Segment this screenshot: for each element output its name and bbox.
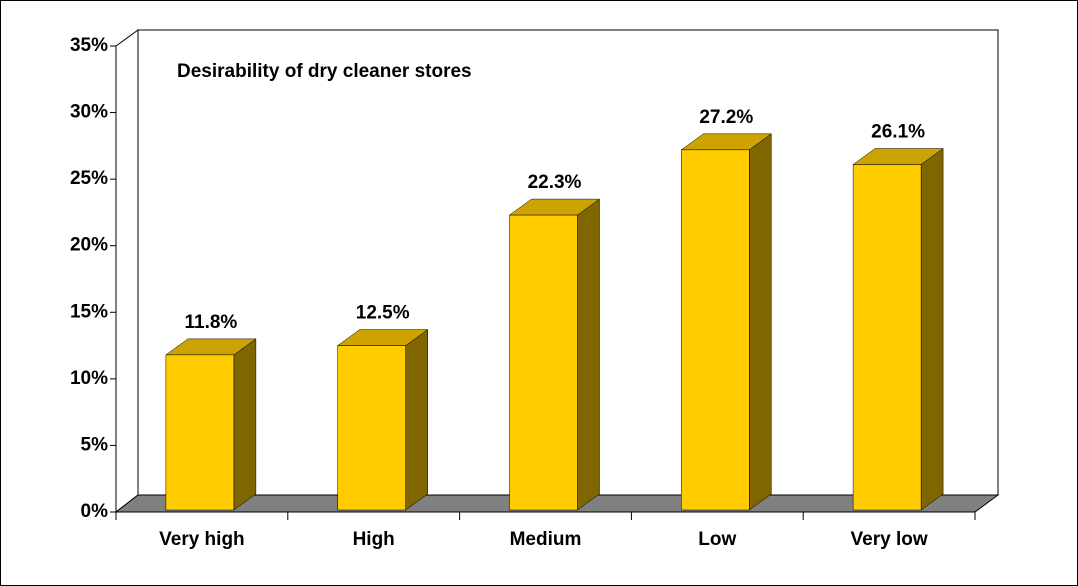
bar	[165, 354, 235, 511]
chart-title: Desirability of dry cleaner stores	[177, 61, 472, 82]
x-tick-label: Low	[698, 529, 736, 550]
y-tick-label: 0%	[81, 501, 109, 522]
y-tick-label: 35%	[70, 35, 108, 56]
y-tick-label: 15%	[70, 301, 108, 322]
y-tick-label: 5%	[81, 434, 109, 455]
bar-side	[233, 338, 257, 511]
bar-side	[405, 329, 428, 511]
bar	[681, 149, 750, 511]
value-label: 27.2%	[699, 107, 753, 128]
value-label: 12.5%	[356, 303, 410, 324]
bar	[509, 214, 578, 511]
y-tick-label: 20%	[70, 235, 108, 256]
value-label: 11.8%	[184, 312, 237, 333]
x-tick-label: High	[353, 529, 395, 550]
y-tick-label: 30%	[70, 102, 108, 123]
x-tick-label: Very low	[851, 529, 928, 550]
bar-side	[577, 198, 600, 511]
y-tick-label: 10%	[70, 368, 108, 389]
value-label: 22.3%	[528, 172, 582, 193]
x-tick-label: Very high	[159, 529, 245, 550]
side-wall	[115, 29, 139, 514]
bar-side	[749, 133, 772, 511]
y-tick-label: 25%	[70, 168, 108, 189]
bar-side	[920, 148, 944, 511]
x-tick-label: Medium	[510, 529, 582, 550]
value-label: 26.1%	[871, 122, 925, 143]
bar	[852, 164, 922, 511]
bar	[337, 345, 406, 511]
